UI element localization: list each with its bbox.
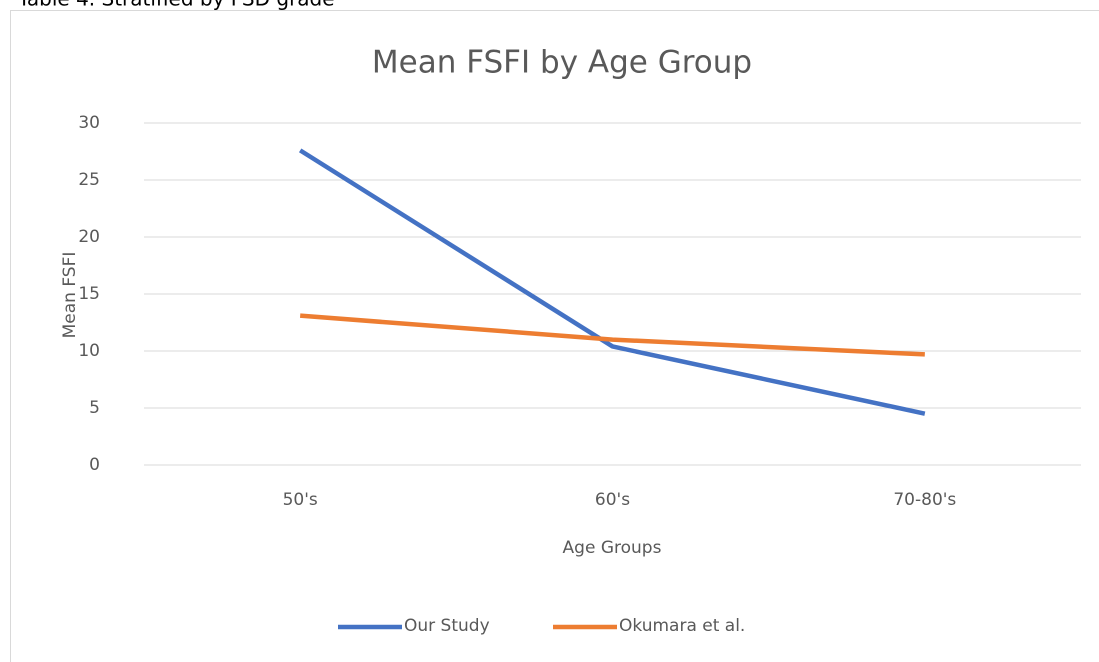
y-tick-label: 30 [78,113,100,133]
y-tick-label: 0 [89,455,100,475]
y-tick-label: 5 [89,398,100,418]
y-tick-label: 25 [78,170,100,190]
series-line [298,148,926,416]
legend-label: Our Study [404,616,490,636]
x-tick-label: 50's [283,490,318,510]
y-axis-title: Mean FSFI [60,252,80,339]
y-tick-label: 15 [78,284,100,304]
y-tick-label: 20 [78,227,100,247]
y-tick-label: 10 [78,341,100,361]
caption: Table 4. Stratified by FSD grade [17,0,335,11]
x-tick-label: 70-80's [893,490,956,510]
series-line [299,313,925,357]
x-tick-label: 60's [595,490,630,510]
legend-label: Okumara et al. [619,616,745,636]
chart-title: Mean FSFI by Age Group [372,45,752,81]
x-axis-title: Age Groups [563,538,662,558]
